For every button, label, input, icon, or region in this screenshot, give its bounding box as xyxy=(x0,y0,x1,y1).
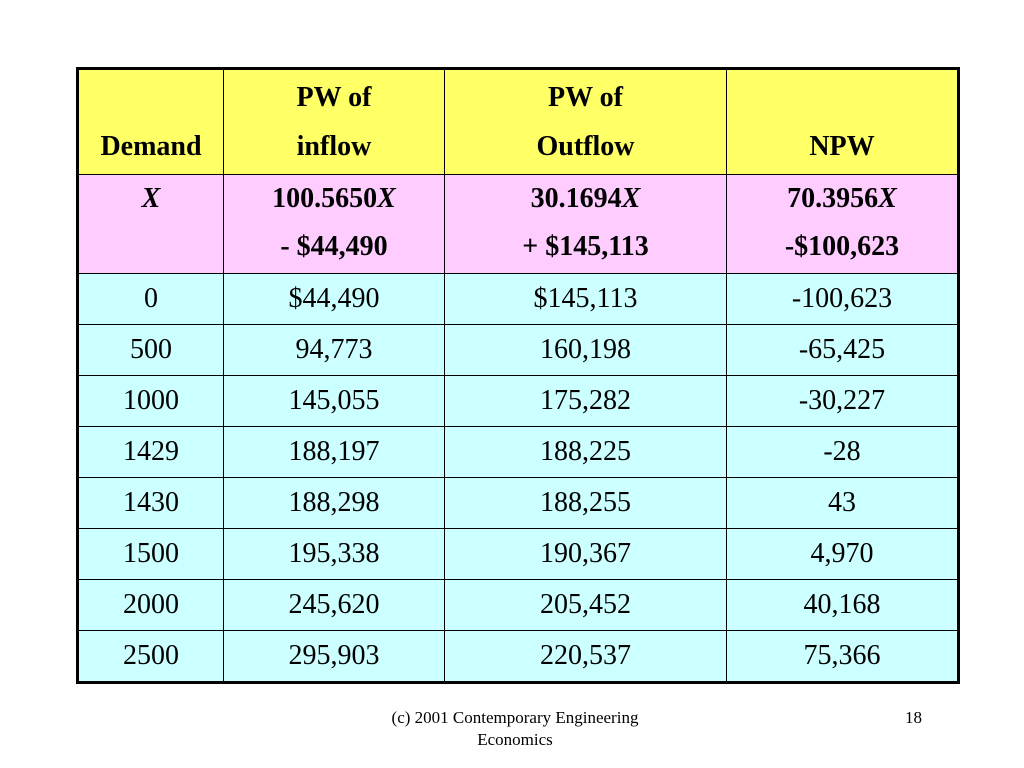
cell-outflow: 188,225 xyxy=(444,426,727,478)
cell-demand: 2500 xyxy=(77,630,224,683)
cell-inflow: 94,773 xyxy=(223,324,445,376)
variable-x: X xyxy=(878,183,897,214)
outflow-coefficient: 30.1694 xyxy=(530,183,622,214)
cell-outflow: 190,367 xyxy=(444,528,727,580)
table-row: 0 $44,490 $145,113 -100,623 xyxy=(77,273,959,325)
cell-inflow: 245,620 xyxy=(223,579,445,631)
cell-demand: 2000 xyxy=(77,579,224,631)
formula-npw: 70.3956X -$100,623 xyxy=(726,174,959,274)
header-pw-inflow: PW of inflow xyxy=(223,68,445,175)
footer-copyright: (c) 2001 Contemporary Engineering Econom… xyxy=(360,707,670,751)
header-line2: NPW xyxy=(809,131,875,162)
formula-row: X 100.5650X - $44,490 30.1694X + $145,11… xyxy=(77,174,959,274)
cell-demand: 1500 xyxy=(77,528,224,580)
cell-npw: 75,366 xyxy=(726,630,959,683)
npw-coefficient: 70.3956 xyxy=(787,183,879,214)
header-line2: Demand xyxy=(100,131,202,162)
cell-outflow: 220,537 xyxy=(444,630,727,683)
inflow-constant: - $44,490 xyxy=(280,231,388,262)
table-row: 2000 245,620 205,452 40,168 xyxy=(77,579,959,631)
cell-inflow: 195,338 xyxy=(223,528,445,580)
cell-demand: 1430 xyxy=(77,477,224,529)
header-line2: Outflow xyxy=(536,131,635,162)
header-demand: Demand xyxy=(77,68,224,175)
cell-inflow: $44,490 xyxy=(223,273,445,325)
table-row: 1500 195,338 190,367 4,970 xyxy=(77,528,959,580)
cell-outflow: 175,282 xyxy=(444,375,727,427)
npw-table: Demand PW of inflow PW of Outflow NPW X … xyxy=(76,67,960,684)
cell-npw: -28 xyxy=(726,426,959,478)
cell-demand: 500 xyxy=(77,324,224,376)
inflow-coefficient: 100.5650 xyxy=(272,183,378,214)
table-row: 1429 188,197 188,225 -28 xyxy=(77,426,959,478)
cell-demand: 1000 xyxy=(77,375,224,427)
variable-x: X xyxy=(621,183,641,214)
cell-npw: 40,168 xyxy=(726,579,959,631)
cell-inflow: 295,903 xyxy=(223,630,445,683)
formula-demand: X xyxy=(77,174,224,274)
npw-constant: -$100,623 xyxy=(784,231,900,262)
cell-demand: 0 xyxy=(77,273,224,325)
header-npw: NPW xyxy=(726,68,959,175)
cell-npw: 43 xyxy=(726,477,959,529)
table-row: 500 94,773 160,198 -65,425 xyxy=(77,324,959,376)
table-row: 1430 188,298 188,255 43 xyxy=(77,477,959,529)
cell-outflow: $145,113 xyxy=(444,273,727,325)
table-row: 2500 295,903 220,537 75,366 xyxy=(77,630,959,683)
header-pw-outflow: PW of Outflow xyxy=(444,68,727,175)
cell-npw: -100,623 xyxy=(726,273,959,325)
cell-inflow: 145,055 xyxy=(223,375,445,427)
cell-demand: 1429 xyxy=(77,426,224,478)
header-line1: PW of xyxy=(548,82,623,113)
cell-npw: 4,970 xyxy=(726,528,959,580)
footer-line2: Economics xyxy=(477,730,553,749)
header-row: Demand PW of inflow PW of Outflow NPW xyxy=(77,68,959,175)
formula-inflow: 100.5650X - $44,490 xyxy=(223,174,445,274)
footer-line1: (c) 2001 Contemporary Engineering xyxy=(391,708,639,727)
header-line1: PW of xyxy=(296,82,372,113)
cell-inflow: 188,197 xyxy=(223,426,445,478)
outflow-constant: + $145,113 xyxy=(522,231,649,262)
cell-outflow: 188,255 xyxy=(444,477,727,529)
formula-outflow: 30.1694X + $145,113 xyxy=(444,174,727,274)
header-line2: inflow xyxy=(296,131,372,162)
page-number: 18 xyxy=(905,708,922,727)
cell-npw: -30,227 xyxy=(726,375,959,427)
variable-x: X xyxy=(377,183,396,214)
table-row: 1000 145,055 175,282 -30,227 xyxy=(77,375,959,427)
cell-inflow: 188,298 xyxy=(223,477,445,529)
cell-outflow: 205,452 xyxy=(444,579,727,631)
cell-npw: -65,425 xyxy=(726,324,959,376)
cell-outflow: 160,198 xyxy=(444,324,727,376)
variable-x: X xyxy=(141,183,161,214)
